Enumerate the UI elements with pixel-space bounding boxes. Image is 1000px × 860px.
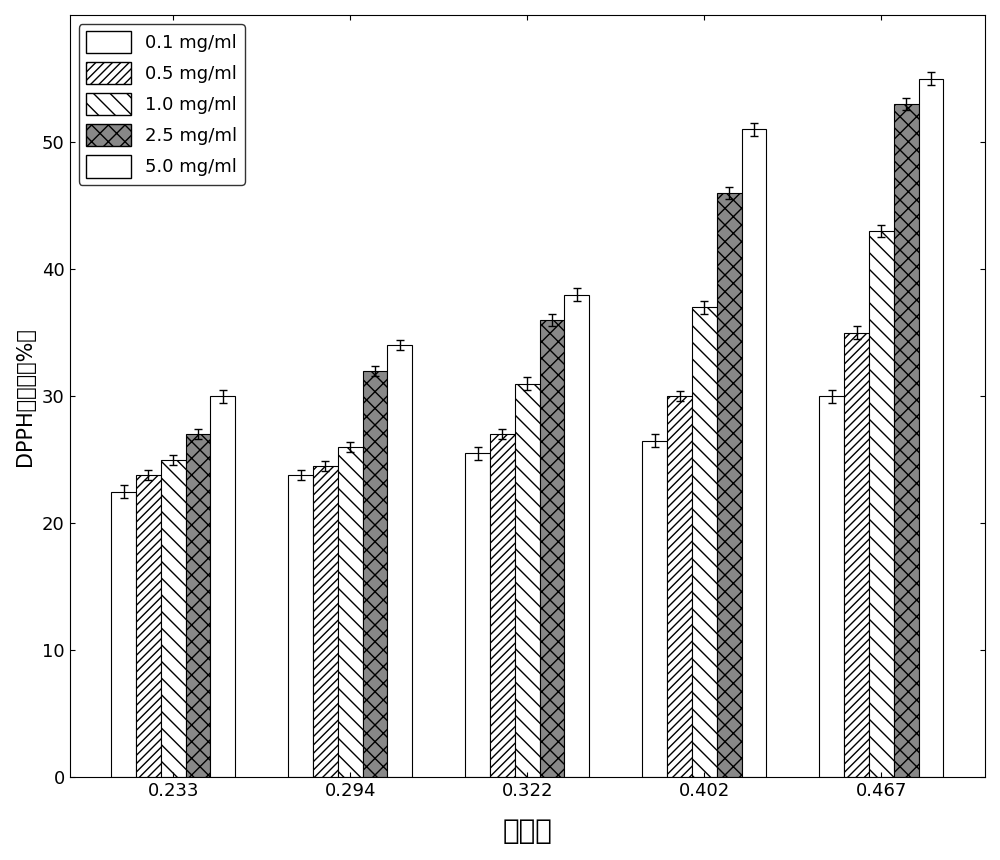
Bar <box>515 384 540 777</box>
Bar <box>288 475 313 777</box>
Bar <box>363 371 387 777</box>
Bar <box>313 466 338 777</box>
Bar <box>338 447 363 777</box>
Bar <box>819 396 844 777</box>
Bar <box>894 104 919 777</box>
Bar <box>869 231 894 777</box>
X-axis label: 取代度: 取代度 <box>502 817 552 845</box>
Bar <box>667 396 692 777</box>
Bar <box>692 307 717 777</box>
Bar <box>465 453 490 777</box>
Bar <box>387 346 412 777</box>
Bar <box>161 460 186 777</box>
Bar <box>642 440 667 777</box>
Bar <box>210 396 235 777</box>
Bar <box>186 434 210 777</box>
Bar <box>717 193 742 777</box>
Bar <box>919 78 943 777</box>
Bar <box>742 129 766 777</box>
Bar <box>844 333 869 777</box>
Y-axis label: DPPH清除率（%）: DPPH清除率（%） <box>15 327 35 465</box>
Bar <box>564 295 589 777</box>
Bar <box>136 475 161 777</box>
Bar <box>111 492 136 777</box>
Bar <box>490 434 515 777</box>
Legend: 0.1 mg/ml, 0.5 mg/ml, 1.0 mg/ml, 2.5 mg/ml, 5.0 mg/ml: 0.1 mg/ml, 0.5 mg/ml, 1.0 mg/ml, 2.5 mg/… <box>79 24 245 185</box>
Bar <box>540 320 564 777</box>
